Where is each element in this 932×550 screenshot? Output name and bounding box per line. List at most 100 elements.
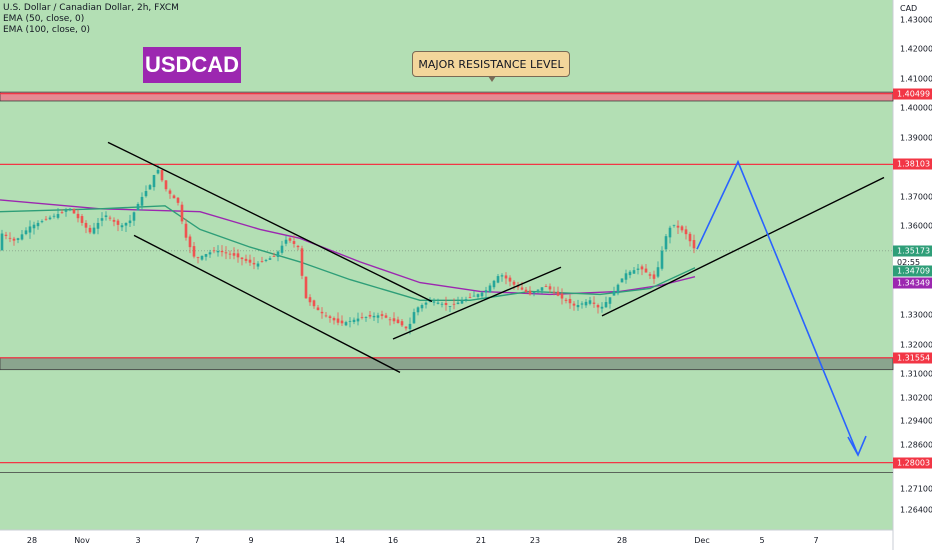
candle-body — [40, 221, 44, 223]
candle — [212, 246, 216, 254]
candle — [16, 237, 20, 244]
candle — [580, 301, 584, 309]
candle — [476, 293, 480, 300]
candle-body — [228, 253, 232, 255]
candle — [280, 240, 284, 255]
x-tick-label: Nov — [74, 536, 90, 545]
candle-body — [480, 292, 484, 297]
candle-body — [304, 276, 308, 299]
candle — [396, 316, 400, 324]
candle-body — [160, 170, 164, 181]
candle-body — [0, 233, 4, 251]
candle-body — [152, 175, 156, 188]
candle — [636, 264, 640, 275]
candle — [532, 291, 536, 297]
candle-body — [472, 295, 476, 297]
candle-body — [504, 275, 508, 279]
candle — [544, 284, 548, 288]
candle — [440, 301, 444, 308]
candle — [424, 301, 428, 309]
candle-body — [172, 195, 176, 199]
candle — [528, 286, 532, 296]
candle-body — [236, 253, 240, 258]
candle — [592, 296, 596, 308]
candle-body — [320, 311, 324, 314]
x-tick-label: 16 — [387, 536, 399, 545]
candle-body — [136, 204, 140, 211]
candle — [640, 264, 644, 276]
candle — [232, 247, 236, 260]
candle-body — [140, 196, 144, 206]
candle-body — [344, 322, 348, 326]
candle-body — [688, 233, 692, 242]
candle-body — [60, 212, 64, 214]
candle — [276, 250, 280, 262]
candle-body — [476, 294, 480, 297]
level-price-label: 1.28003 — [893, 457, 932, 469]
candle — [140, 192, 144, 211]
candle-body — [684, 229, 688, 235]
candle-body — [636, 268, 640, 270]
candle — [44, 215, 48, 221]
candle-body — [652, 274, 656, 279]
candle — [620, 278, 624, 283]
plot-background — [0, 0, 893, 530]
candle — [508, 275, 512, 287]
candle — [256, 261, 260, 270]
countdown-label: 02:55 — [893, 256, 932, 268]
callout-pointer — [488, 76, 496, 82]
y-tick-label: 1.42000 — [900, 44, 932, 54]
candle — [12, 236, 16, 246]
trendline-channel-lower — [133, 234, 401, 373]
candle — [616, 283, 620, 296]
candle — [172, 194, 176, 199]
candle-body — [492, 280, 496, 288]
candle — [60, 209, 64, 214]
candle-body — [488, 285, 492, 293]
candle-body — [336, 318, 340, 323]
ema100-price-label: 1.34349 — [893, 277, 932, 289]
candle — [320, 307, 324, 319]
candle — [560, 288, 564, 305]
level-price-label: 1.38103 — [893, 158, 932, 170]
candle — [632, 266, 636, 274]
candle — [200, 255, 204, 261]
candle-body — [400, 321, 404, 326]
candle-body — [500, 275, 504, 277]
candle-body — [412, 312, 416, 324]
candle-body — [632, 270, 636, 274]
candle — [584, 298, 588, 308]
y-tick-label: 1.41000 — [900, 74, 932, 84]
candle — [524, 286, 528, 294]
candle-body — [672, 224, 676, 226]
candle-body — [624, 273, 628, 280]
candle-body — [248, 259, 252, 263]
legend-symbol: U.S. Dollar / Canadian Dollar, 2h, FXCM — [3, 3, 179, 13]
candle-body — [608, 297, 612, 304]
candle-body — [216, 250, 220, 253]
candle — [588, 296, 592, 306]
candle — [296, 244, 300, 251]
candle — [224, 246, 228, 260]
candle — [304, 276, 308, 299]
candle-body — [188, 236, 192, 248]
candle — [220, 245, 224, 257]
candle-body — [572, 303, 576, 306]
candle — [132, 211, 136, 226]
candle — [680, 225, 684, 233]
candle — [268, 256, 272, 260]
level-price-label: 1.40499 — [893, 88, 932, 100]
candle-body — [436, 302, 440, 304]
y-tick-label: 1.29400 — [900, 416, 932, 426]
candle-body — [96, 222, 100, 229]
candle-body — [588, 300, 592, 304]
candle — [196, 256, 200, 264]
candle-body — [620, 278, 624, 283]
candle — [496, 273, 500, 284]
candle — [100, 212, 104, 227]
candle — [112, 217, 116, 227]
candle-body — [564, 299, 568, 301]
candle-body — [452, 303, 456, 305]
